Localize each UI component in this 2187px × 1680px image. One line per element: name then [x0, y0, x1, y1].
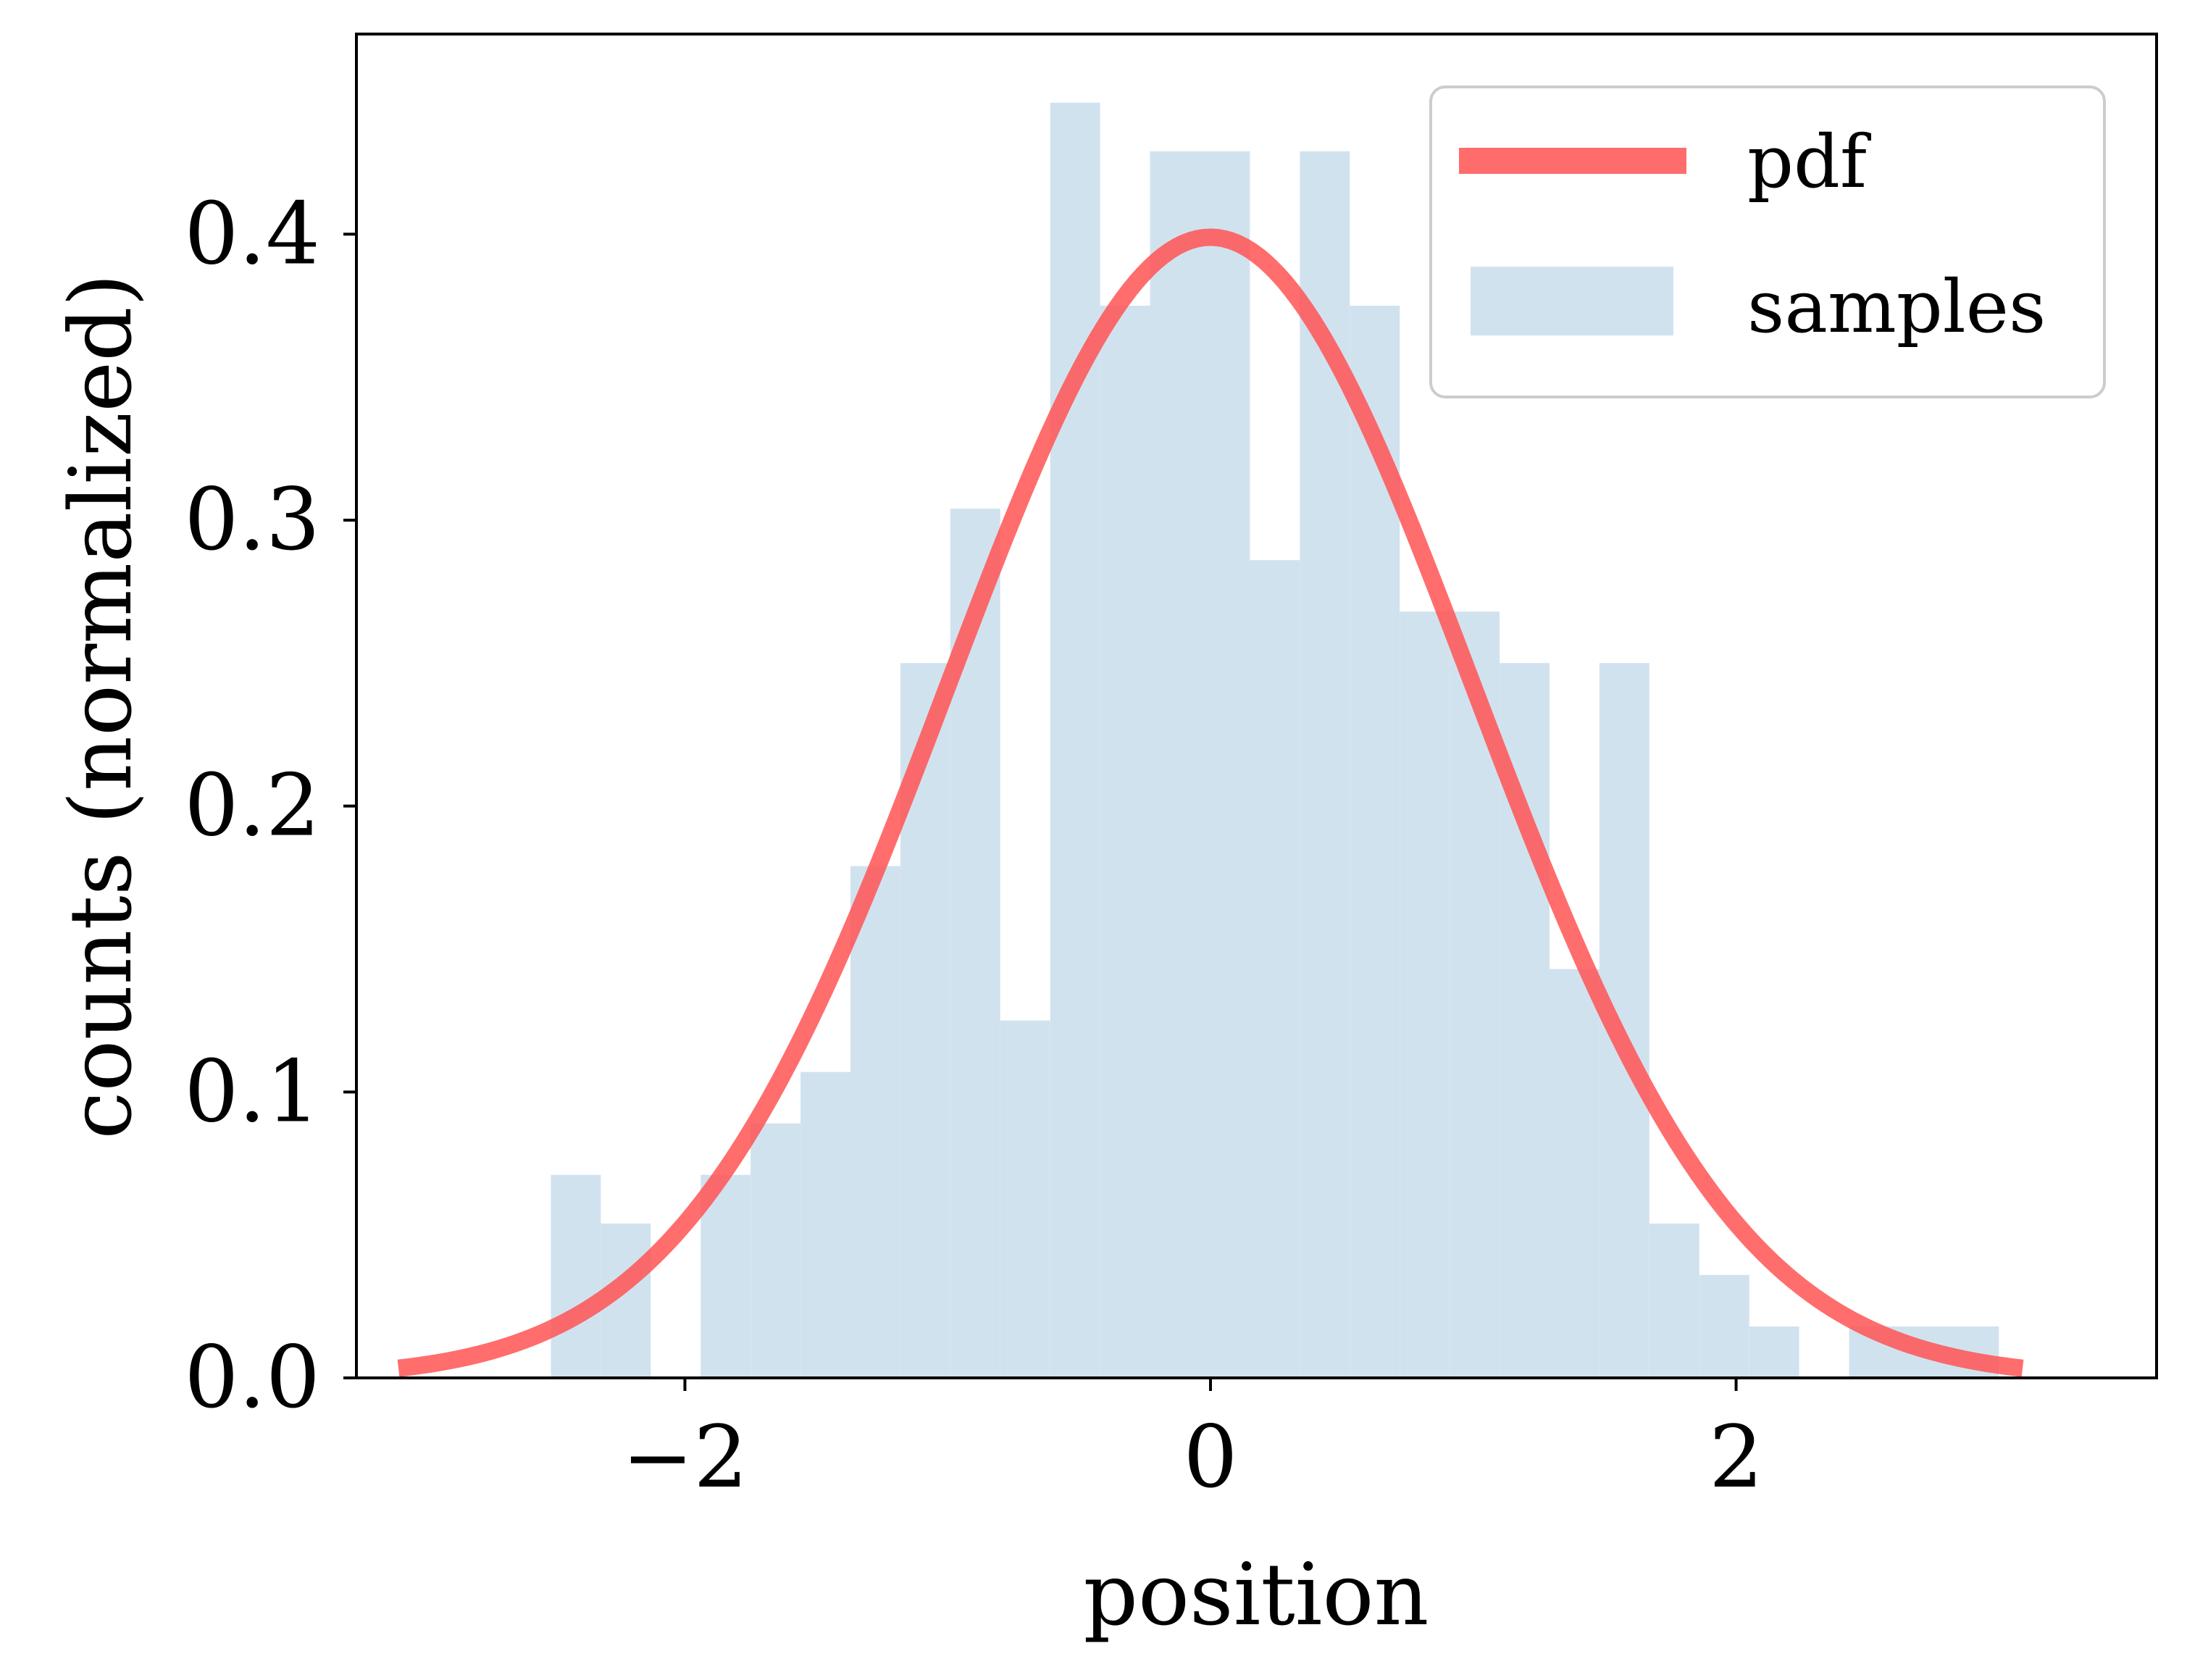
histogram-bars [551, 102, 1999, 1379]
y-tick-label: 0.0 [184, 1327, 320, 1427]
histogram-bar [1200, 151, 1250, 1379]
y-tick-label: 0.2 [184, 756, 320, 856]
histogram-bar [1699, 1274, 1749, 1378]
x-tick-label: −2 [622, 1407, 748, 1507]
histogram-bar [1250, 560, 1300, 1378]
y-tick-label: 0.1 [184, 1041, 320, 1141]
histogram-bar [1050, 102, 1100, 1379]
histogram-bar [1000, 1020, 1050, 1378]
legend-label-pdf: pdf [1747, 120, 1872, 204]
y-axis: 0.0 0.1 0.2 0.3 0.4 [184, 183, 356, 1427]
histogram-bar [1649, 1223, 1699, 1378]
x-axis-label: position [1083, 1545, 1429, 1645]
histogram-bar [1400, 611, 1450, 1378]
histogram-bar [701, 1174, 751, 1378]
x-tick-label: 2 [1709, 1407, 1763, 1507]
x-axis: −2 0 2 [622, 1378, 1763, 1507]
series-line-pdf [396, 228, 2025, 1377]
y-axis-label: counts (normalized) [51, 273, 151, 1139]
y-tick-label: 0.4 [184, 183, 320, 283]
y-tick-label: 0.3 [184, 469, 320, 569]
histogram-bar [1100, 305, 1150, 1379]
histogram-bar [750, 1123, 801, 1378]
histogram-bar [1749, 1326, 1799, 1378]
legend-swatch-samples [1471, 267, 1673, 335]
plot-frame [355, 33, 2158, 1379]
x-tick-label: 0 [1183, 1407, 1237, 1507]
legend: pdf samples [1429, 85, 2106, 398]
histogram-bar [1549, 969, 1600, 1378]
legend-label-samples: samples [1747, 264, 2046, 349]
histogram-bar [551, 1174, 601, 1378]
histogram-bar [1150, 151, 1200, 1379]
histogram-bar [850, 866, 900, 1378]
histogram-bar [800, 1071, 851, 1378]
